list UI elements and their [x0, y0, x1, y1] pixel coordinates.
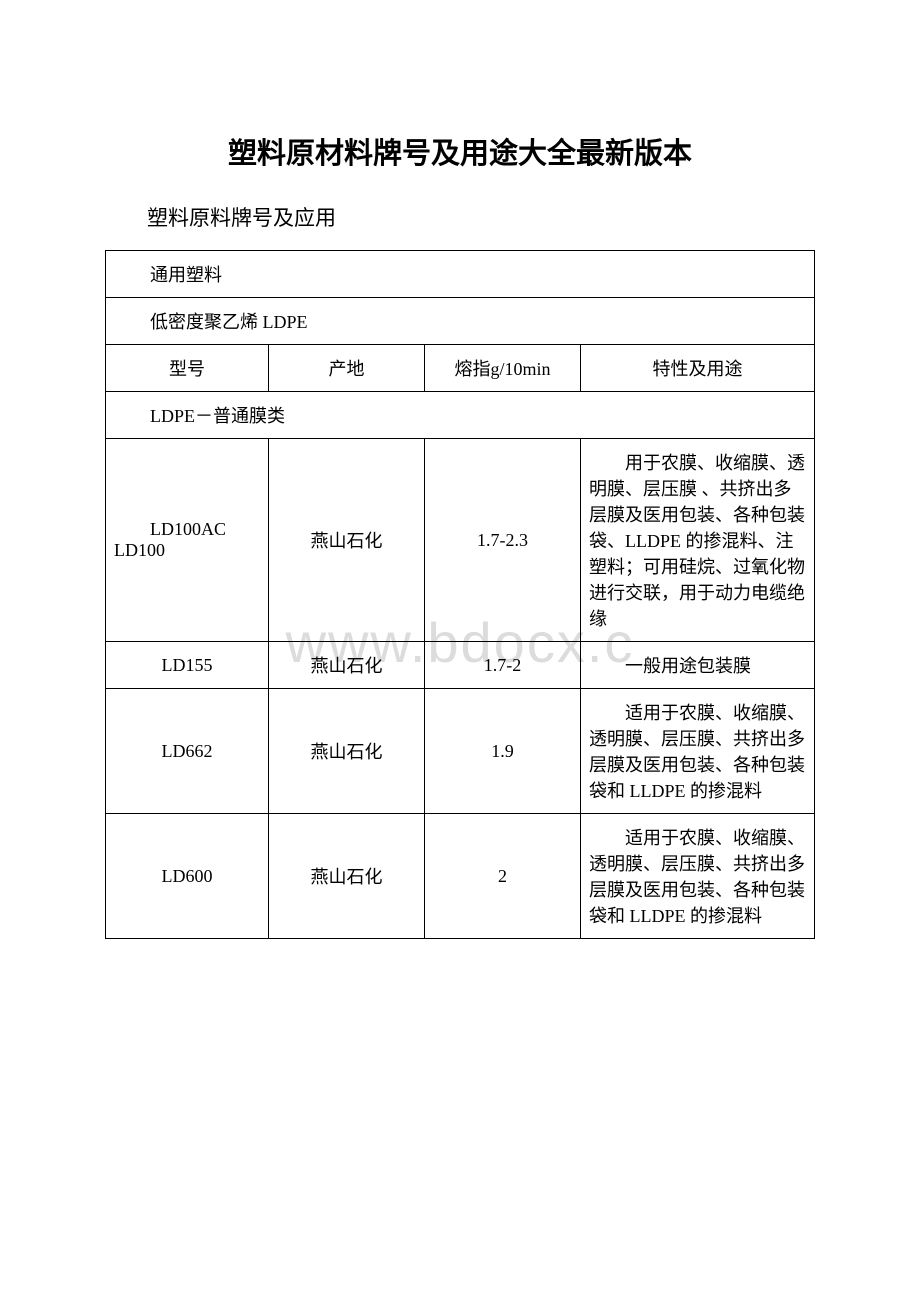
material-table: 通用塑料 低密度聚乙烯 LDPE 型号 产地 熔指g/10min 特性及用途 L… — [105, 250, 815, 939]
cell-origin: 燕山石化 — [269, 439, 425, 642]
page-subtitle: 塑料原料牌号及应用 — [105, 202, 815, 232]
cell-melt-index: 1.9 — [425, 689, 581, 814]
table-row: LD100AC LD100 燕山石化 1.7-2.3 用于农膜、收缩膜、透明膜、… — [106, 439, 815, 642]
cell-usage: 一般用途包装膜 — [581, 642, 815, 689]
cell-origin: 燕山石化 — [269, 814, 425, 939]
cell-melt-index: 1.7-2.3 — [425, 439, 581, 642]
table-row: LD600 燕山石化 2 适用于农膜、收缩膜、透明膜、层压膜、共挤出多层膜及医用… — [106, 814, 815, 939]
cell-model: LD600 — [106, 814, 269, 939]
header-model: 型号 — [106, 345, 269, 392]
header-origin: 产地 — [269, 345, 425, 392]
cell-usage: 适用于农膜、收缩膜、透明膜、层压膜、共挤出多层膜及医用包装、各种包装袋和 LLD… — [581, 689, 815, 814]
table-row: LDPE－普通膜类 — [106, 392, 815, 439]
table-row: 低密度聚乙烯 LDPE — [106, 298, 815, 345]
section-header-2: 低密度聚乙烯 LDPE — [106, 298, 815, 345]
category-row: LDPE－普通膜类 — [106, 392, 815, 439]
cell-origin: 燕山石化 — [269, 642, 425, 689]
table-row: LD662 燕山石化 1.9 适用于农膜、收缩膜、透明膜、层压膜、共挤出多层膜及… — [106, 689, 815, 814]
cell-model: LD100AC LD100 — [106, 439, 269, 642]
table-row: LD155 燕山石化 1.7-2 一般用途包装膜 — [106, 642, 815, 689]
cell-origin: 燕山石化 — [269, 689, 425, 814]
section-header-1: 通用塑料 — [106, 251, 815, 298]
table-row: 通用塑料 — [106, 251, 815, 298]
page-title: 塑料原材料牌号及用途大全最新版本 — [105, 130, 815, 172]
cell-melt-index: 1.7-2 — [425, 642, 581, 689]
cell-model: LD662 — [106, 689, 269, 814]
cell-model: LD155 — [106, 642, 269, 689]
header-usage: 特性及用途 — [581, 345, 815, 392]
header-melt-index: 熔指g/10min — [425, 345, 581, 392]
table-header-row: 型号 产地 熔指g/10min 特性及用途 — [106, 345, 815, 392]
cell-melt-index: 2 — [425, 814, 581, 939]
cell-usage: 适用于农膜、收缩膜、透明膜、层压膜、共挤出多层膜及医用包装、各种包装袋和 LLD… — [581, 814, 815, 939]
cell-usage: 用于农膜、收缩膜、透明膜、层压膜 、共挤出多层膜及医用包装、各种包装袋、LLDP… — [581, 439, 815, 642]
